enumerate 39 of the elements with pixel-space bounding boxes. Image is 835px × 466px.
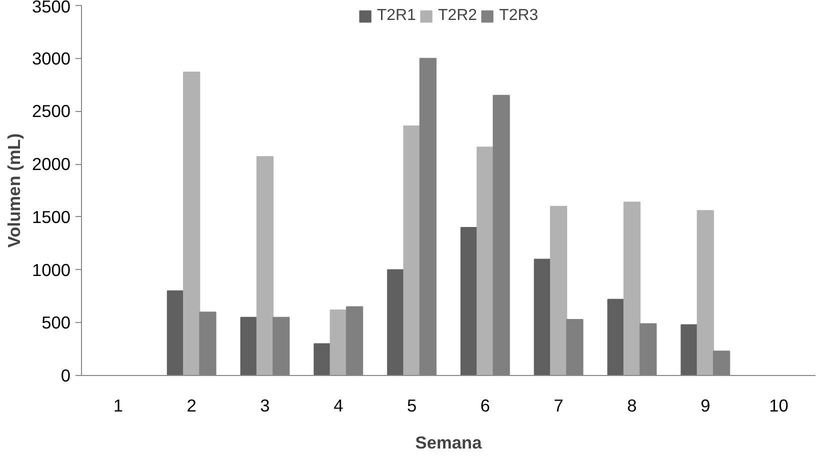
y-tick-label: 1000 — [32, 260, 71, 280]
bar — [680, 324, 698, 376]
bar — [314, 343, 331, 376]
bar — [256, 156, 274, 376]
x-tick-label: 8 — [627, 396, 637, 416]
x-axis-title: Semana — [415, 432, 482, 452]
x-tick-label: 2 — [186, 396, 196, 416]
bar — [534, 258, 552, 376]
y-axis-title: Volumen (mL) — [4, 133, 24, 248]
bar — [387, 269, 404, 376]
y-tick-label: 0 — [60, 366, 71, 386]
legend-label: T2R1 — [376, 7, 416, 25]
bar — [607, 298, 624, 376]
bar — [550, 206, 568, 376]
x-tick-label: 5 — [406, 396, 417, 416]
y-tick-label: 2000 — [32, 154, 71, 174]
legend-label: T2R3 — [499, 7, 538, 25]
y-tick-label: 2500 — [32, 101, 71, 122]
x-tick-label: 6 — [480, 396, 490, 416]
y-tick-label: 1500 — [32, 206, 71, 227]
x-tick-label: 7 — [554, 396, 564, 416]
bar — [460, 227, 478, 376]
bar — [240, 316, 258, 376]
x-tick-label: 1 — [113, 396, 124, 416]
y-tick-label: 3000 — [32, 48, 71, 68]
x-tick-label: 10 — [769, 396, 788, 416]
bar — [166, 290, 184, 376]
bar — [403, 126, 420, 376]
bar — [623, 202, 641, 376]
bar — [476, 146, 494, 376]
y-tick-label: 500 — [42, 312, 71, 333]
x-tick-label: 9 — [700, 396, 710, 416]
bar — [330, 309, 347, 376]
bar — [696, 210, 714, 376]
bar — [183, 72, 200, 376]
y-tick-label: 3500 — [32, 0, 71, 16]
x-tick-label: 4 — [334, 396, 344, 416]
x-tick-label: 3 — [260, 396, 270, 416]
legend-label: T2R2 — [438, 7, 478, 25]
